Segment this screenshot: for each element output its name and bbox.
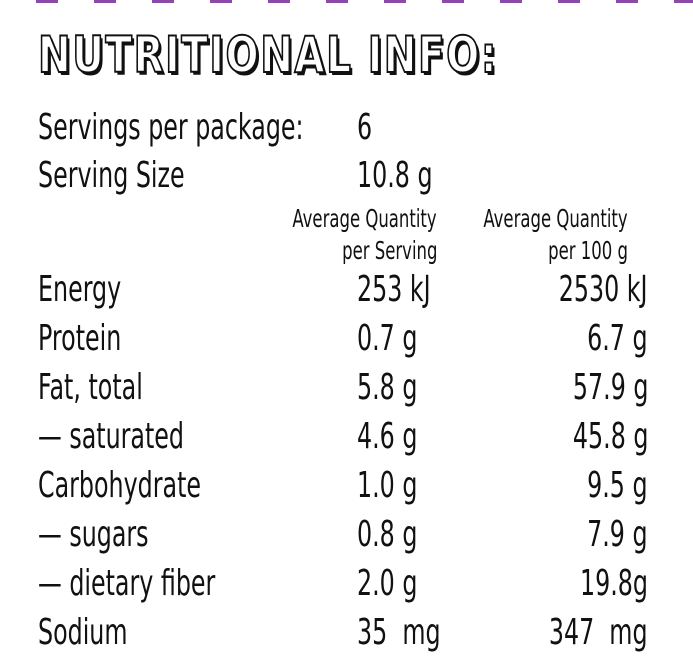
per-100g-value: 7.9 g — [587, 514, 648, 555]
per-100g-value: 6.7 g — [587, 318, 648, 359]
nutrient-label: Protein — [38, 318, 122, 359]
nutrient-label: Energy — [38, 269, 122, 310]
per-serving-value: 0.7 g — [357, 318, 418, 359]
per-serving-value: 2.0 g — [357, 563, 418, 604]
header: Average Quantity — [292, 204, 437, 233]
per-100g-value: 45.8 g — [572, 416, 648, 457]
per-100g-value: 9.5 g — [587, 465, 648, 506]
nutrient-label: — sugars — [38, 514, 149, 555]
per-100g-value: 347 mg — [549, 612, 648, 653]
nutrient-label: — saturated — [38, 416, 184, 457]
per-serving-value: 0.8 g — [357, 514, 418, 555]
serving-size-label: Serving Size — [38, 155, 185, 196]
per-100g-value: 57.9 g — [572, 367, 648, 408]
per-serving-value: 4.6 g — [357, 416, 418, 457]
header: per 100 g — [548, 236, 628, 265]
per-serving-value: 1.0 g — [357, 465, 418, 506]
header: per Serving — [341, 236, 437, 265]
per-100g-value: 2530 kJ — [559, 269, 648, 310]
serving-size-value: 10.8 g — [357, 155, 433, 196]
nutrient-label: Sodium — [38, 612, 128, 653]
per-serving-value: 253 kJ — [357, 269, 431, 310]
servings-label: Servings per package: — [38, 107, 304, 148]
per-serving-value: 35 mg — [357, 612, 441, 653]
nutrient-label: — dietary fiber — [38, 563, 216, 604]
nutrient-label: Carbohydrate — [38, 465, 202, 506]
header: Average Quantity — [483, 204, 628, 233]
dashed-border — [0, 0, 693, 3]
per-100g-value: 19.8g — [580, 563, 648, 604]
per-serving-value: 5.8 g — [357, 367, 418, 408]
nutrient-label: Fat, total — [38, 367, 143, 408]
title: NUTRITIONAL INFO: — [37, 25, 499, 85]
servings-value: 6 — [357, 107, 373, 148]
